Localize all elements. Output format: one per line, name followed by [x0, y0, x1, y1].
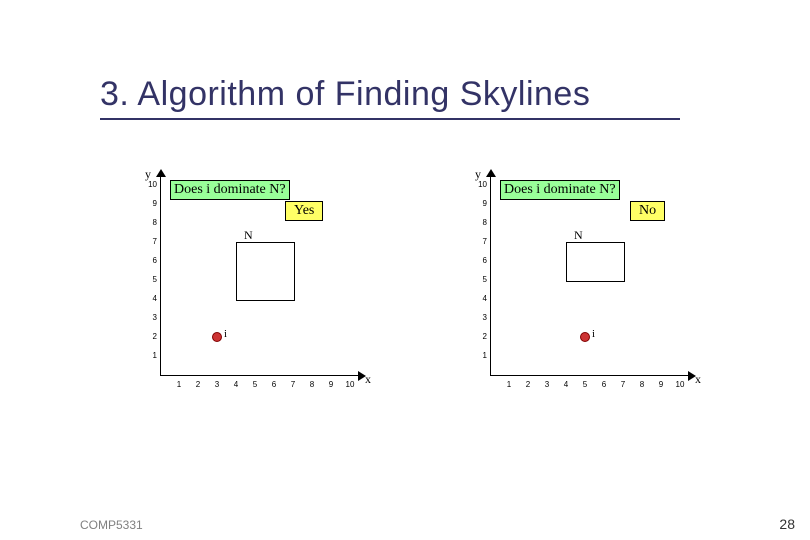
y-tick: 10 [477, 180, 487, 189]
y-axis [490, 175, 491, 375]
x-tick: 8 [310, 380, 314, 389]
title-underline [100, 118, 680, 120]
x-tick: 3 [215, 380, 219, 389]
answer-box-left: Yes [285, 201, 323, 221]
point-i-label-right: i [592, 328, 595, 340]
x-tick: 2 [526, 380, 530, 389]
y-tick: 3 [477, 313, 487, 322]
n-rect-left [236, 242, 295, 301]
x-tick: 5 [583, 380, 587, 389]
x-tick: 10 [676, 380, 685, 389]
x-tick: 1 [507, 380, 511, 389]
x-tick: 8 [640, 380, 644, 389]
x-tick: 2 [196, 380, 200, 389]
y-tick: 10 [147, 180, 157, 189]
y-tick: 4 [147, 294, 157, 303]
y-axis-arrow-icon [486, 169, 496, 177]
y-tick: 6 [147, 256, 157, 265]
y-tick: 4 [477, 294, 487, 303]
y-axis [160, 175, 161, 375]
y-tick: 9 [147, 199, 157, 208]
point-i-label-left: i [224, 328, 227, 340]
x-axis [160, 375, 360, 376]
y-tick: 6 [477, 256, 487, 265]
x-axis-label: x [365, 372, 371, 387]
question-box-left: Does i dominate N? [170, 180, 290, 200]
chart-left: y x Does i dominate N? Yes N i 123456789… [130, 175, 380, 405]
y-tick: 7 [477, 237, 487, 246]
point-i-left [212, 332, 222, 342]
y-tick: 1 [147, 351, 157, 360]
x-tick: 6 [602, 380, 606, 389]
question-box-right: Does i dominate N? [500, 180, 620, 200]
slide-number: 28 [779, 516, 795, 532]
y-tick: 8 [147, 218, 157, 227]
y-tick: 3 [147, 313, 157, 322]
n-rect-right [566, 242, 625, 282]
x-tick: 3 [545, 380, 549, 389]
x-tick: 4 [234, 380, 238, 389]
y-tick: 2 [147, 332, 157, 341]
x-tick: 9 [329, 380, 333, 389]
y-tick: 8 [477, 218, 487, 227]
x-tick: 4 [564, 380, 568, 389]
y-tick: 7 [147, 237, 157, 246]
chart-right: y x Does i dominate N? No N i 1234567891… [460, 175, 710, 405]
y-tick: 5 [147, 275, 157, 284]
x-tick: 1 [177, 380, 181, 389]
x-axis [490, 375, 690, 376]
y-axis-arrow-icon [156, 169, 166, 177]
x-tick: 7 [291, 380, 295, 389]
x-tick: 9 [659, 380, 663, 389]
slide-title: 3. Algorithm of Finding Skylines [100, 75, 680, 114]
n-label-left: N [244, 228, 253, 243]
answer-box-right: No [630, 201, 665, 221]
x-tick: 5 [253, 380, 257, 389]
n-label-right: N [574, 228, 583, 243]
y-tick: 5 [477, 275, 487, 284]
point-i-right [580, 332, 590, 342]
slide-title-wrap: 3. Algorithm of Finding Skylines [100, 75, 680, 120]
x-axis-label: x [695, 372, 701, 387]
x-tick: 7 [621, 380, 625, 389]
x-tick: 6 [272, 380, 276, 389]
x-tick: 10 [346, 380, 355, 389]
y-tick: 9 [477, 199, 487, 208]
footer-course: COMP5331 [80, 518, 143, 532]
y-tick: 1 [477, 351, 487, 360]
y-tick: 2 [477, 332, 487, 341]
